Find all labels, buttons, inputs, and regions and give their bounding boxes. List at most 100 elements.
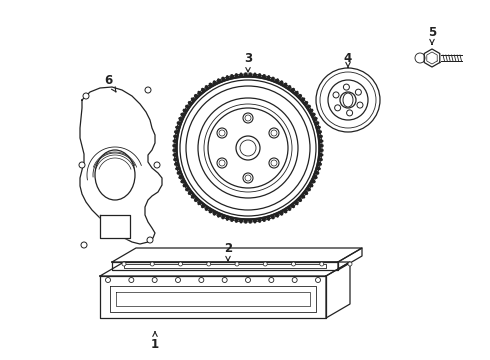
Circle shape — [173, 73, 323, 223]
Polygon shape — [326, 262, 350, 318]
Polygon shape — [181, 178, 186, 183]
Circle shape — [357, 102, 363, 108]
Circle shape — [147, 237, 153, 243]
Circle shape — [152, 278, 157, 283]
Polygon shape — [261, 75, 266, 79]
Polygon shape — [189, 190, 193, 194]
Circle shape — [83, 93, 89, 99]
Polygon shape — [205, 206, 210, 210]
Polygon shape — [195, 95, 199, 99]
Polygon shape — [314, 122, 319, 126]
Circle shape — [355, 89, 361, 95]
Polygon shape — [173, 139, 177, 144]
Polygon shape — [257, 218, 261, 222]
Polygon shape — [312, 118, 317, 122]
Circle shape — [340, 92, 356, 108]
Circle shape — [222, 278, 227, 283]
Circle shape — [346, 110, 353, 116]
Circle shape — [235, 262, 239, 266]
Text: 2: 2 — [224, 242, 232, 261]
Circle shape — [343, 84, 349, 90]
Text: 3: 3 — [244, 51, 252, 72]
Polygon shape — [424, 49, 440, 67]
Polygon shape — [192, 98, 196, 103]
Circle shape — [269, 278, 274, 283]
Polygon shape — [177, 122, 182, 126]
Polygon shape — [179, 174, 184, 178]
Polygon shape — [214, 81, 218, 86]
Polygon shape — [300, 193, 305, 198]
Polygon shape — [317, 161, 321, 166]
Polygon shape — [100, 262, 350, 276]
Polygon shape — [218, 212, 222, 217]
Polygon shape — [261, 217, 266, 221]
Circle shape — [81, 242, 87, 248]
Polygon shape — [286, 86, 291, 91]
Polygon shape — [319, 144, 323, 148]
Polygon shape — [319, 148, 323, 152]
Polygon shape — [278, 210, 282, 215]
Polygon shape — [310, 178, 315, 183]
Polygon shape — [176, 126, 180, 130]
Polygon shape — [174, 135, 178, 139]
Polygon shape — [235, 218, 239, 222]
Circle shape — [335, 105, 341, 111]
Polygon shape — [230, 217, 235, 221]
Polygon shape — [257, 74, 261, 78]
Circle shape — [217, 128, 227, 138]
Polygon shape — [174, 157, 178, 161]
Polygon shape — [310, 113, 315, 118]
Polygon shape — [112, 248, 362, 262]
Polygon shape — [222, 77, 226, 82]
Polygon shape — [195, 197, 199, 201]
Polygon shape — [222, 214, 226, 219]
Polygon shape — [266, 76, 270, 81]
Polygon shape — [312, 174, 317, 178]
Polygon shape — [112, 262, 338, 270]
Polygon shape — [230, 75, 235, 79]
Circle shape — [129, 278, 134, 283]
Circle shape — [122, 262, 126, 266]
Polygon shape — [316, 126, 320, 130]
Polygon shape — [173, 152, 177, 157]
Polygon shape — [338, 248, 362, 270]
Polygon shape — [252, 73, 257, 77]
Polygon shape — [300, 98, 305, 103]
Polygon shape — [296, 197, 301, 201]
Text: 4: 4 — [344, 51, 352, 67]
Polygon shape — [286, 206, 291, 210]
Polygon shape — [316, 166, 320, 170]
Polygon shape — [183, 109, 188, 114]
Polygon shape — [192, 193, 196, 198]
Polygon shape — [179, 118, 184, 122]
Polygon shape — [308, 109, 313, 114]
Circle shape — [263, 262, 267, 266]
Polygon shape — [308, 182, 313, 186]
Circle shape — [314, 66, 382, 134]
Circle shape — [269, 128, 279, 138]
Polygon shape — [282, 208, 287, 213]
Polygon shape — [175, 161, 179, 166]
Polygon shape — [226, 76, 230, 81]
Polygon shape — [186, 105, 191, 110]
Polygon shape — [248, 73, 252, 77]
Circle shape — [320, 262, 324, 266]
Polygon shape — [318, 139, 323, 144]
Text: 6: 6 — [104, 73, 116, 92]
Polygon shape — [181, 113, 186, 118]
Polygon shape — [270, 77, 274, 82]
Polygon shape — [218, 79, 222, 84]
Circle shape — [415, 53, 425, 63]
Circle shape — [243, 173, 253, 183]
Polygon shape — [175, 130, 179, 135]
Polygon shape — [318, 135, 322, 139]
Polygon shape — [176, 166, 180, 170]
Polygon shape — [173, 144, 177, 148]
Circle shape — [199, 278, 204, 283]
Polygon shape — [214, 210, 218, 215]
Polygon shape — [274, 79, 278, 84]
Polygon shape — [173, 148, 177, 152]
Polygon shape — [293, 91, 298, 96]
Polygon shape — [266, 216, 270, 220]
Circle shape — [316, 278, 320, 283]
